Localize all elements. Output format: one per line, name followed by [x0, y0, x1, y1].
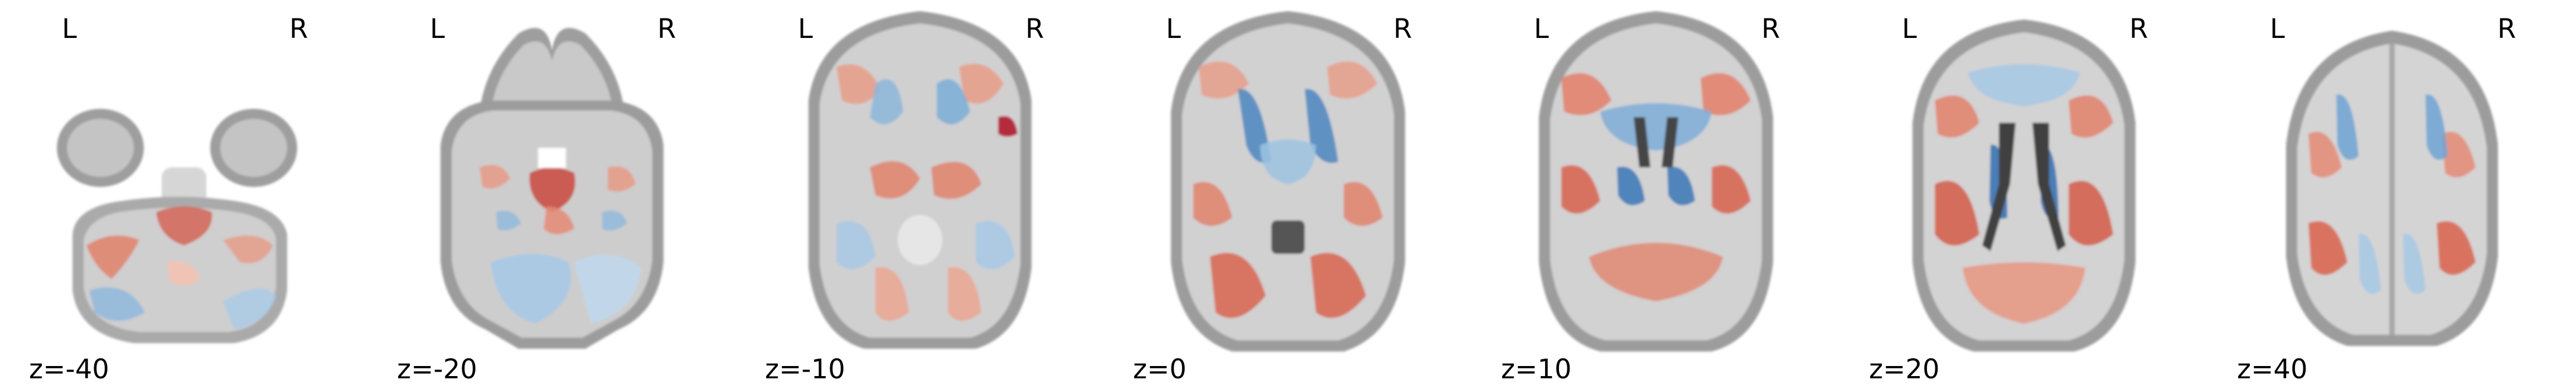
z-coordinate-label: z=40 [2237, 354, 2308, 385]
brain-slice-z-20 [1912, 20, 2136, 352]
z-coordinate-label: z=0 [1133, 354, 1187, 385]
left-orientation-label: L [62, 13, 77, 45]
z-coordinate-label: z=10 [1501, 354, 1572, 385]
brain-slice-z-minus-10 [808, 11, 1032, 349]
right-orientation-label: R [1025, 13, 1044, 45]
right-orientation-label: R [657, 13, 676, 45]
z-coordinate-label: z=-40 [29, 354, 109, 385]
right-orientation-label: R [289, 13, 308, 45]
right-orientation-label: R [2497, 13, 2516, 45]
slice-panel-z-minus-40: L R z=-40 [0, 0, 368, 385]
slice-panel-z-10: L R z=10 [1472, 0, 1840, 385]
left-orientation-label: L [2270, 13, 2285, 45]
brain-slice-z-40 [2286, 31, 2498, 346]
brain-slice-z-minus-20 [440, 28, 664, 349]
left-orientation-label: L [1902, 13, 1917, 45]
left-orientation-label: L [798, 13, 813, 45]
slice-panel-z-40: L R z=40 [2208, 0, 2576, 385]
left-orientation-label: L [1166, 13, 1181, 45]
brain-slice-z-10 [1539, 11, 1773, 352]
z-coordinate-label: z=-10 [765, 354, 845, 385]
brain-slice-z-minus-40 [57, 109, 297, 343]
slice-panel-z-minus-20: L R z=-20 [368, 0, 736, 385]
left-orientation-label: L [430, 13, 445, 45]
right-orientation-label: R [1393, 13, 1412, 45]
slice-panel-z-0: L R z=0 [1104, 0, 1472, 385]
right-orientation-label: R [1761, 13, 1780, 45]
z-coordinate-label: z=20 [1869, 354, 1940, 385]
slice-panel-z-20: L R z=20 [1840, 0, 2208, 385]
z-coordinate-label: z=-20 [397, 354, 477, 385]
right-orientation-label: R [2129, 13, 2148, 45]
slice-panel-z-minus-10: L R z=-10 [736, 0, 1104, 385]
brain-slice-z-0 [1171, 11, 1405, 352]
left-orientation-label: L [1534, 13, 1549, 45]
